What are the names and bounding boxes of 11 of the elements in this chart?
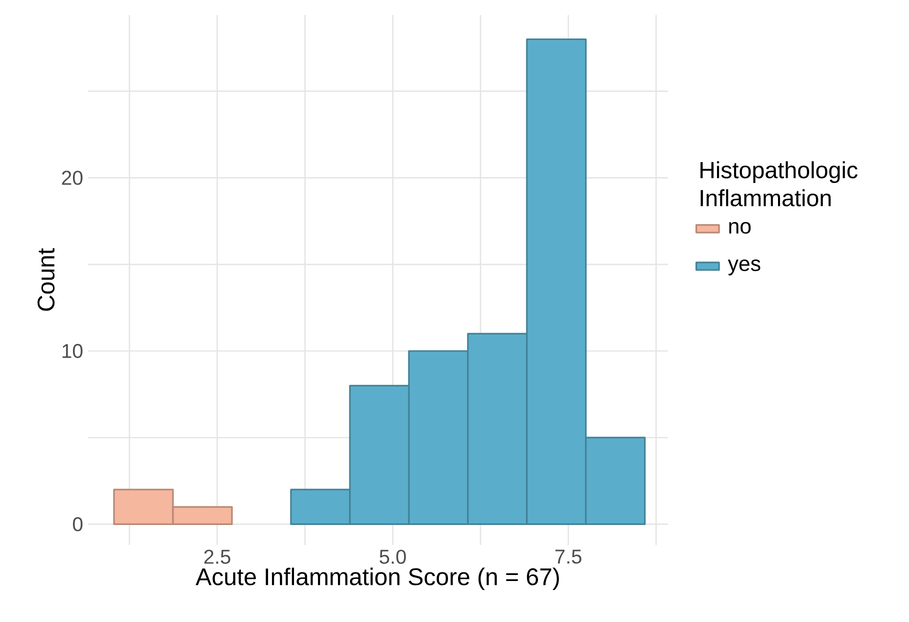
legend-label: yes — [728, 259, 760, 276]
y-tick-label: 10 — [62, 344, 82, 358]
y-tick-label: 0 — [72, 517, 82, 532]
y-tick-label: 20 — [62, 170, 82, 185]
x-tick-label: 2.5 — [204, 550, 230, 564]
y-axis-title: Count — [38, 248, 55, 311]
x-axis-title: Acute Inflammation Score (n = 67) — [196, 568, 559, 590]
x-tick-label: 5.0 — [380, 550, 406, 564]
legend-label: no — [729, 222, 751, 234]
legend-title: Histopathologic Inflammation — [700, 161, 858, 206]
x-tick-label: 7.5 — [555, 550, 582, 564]
